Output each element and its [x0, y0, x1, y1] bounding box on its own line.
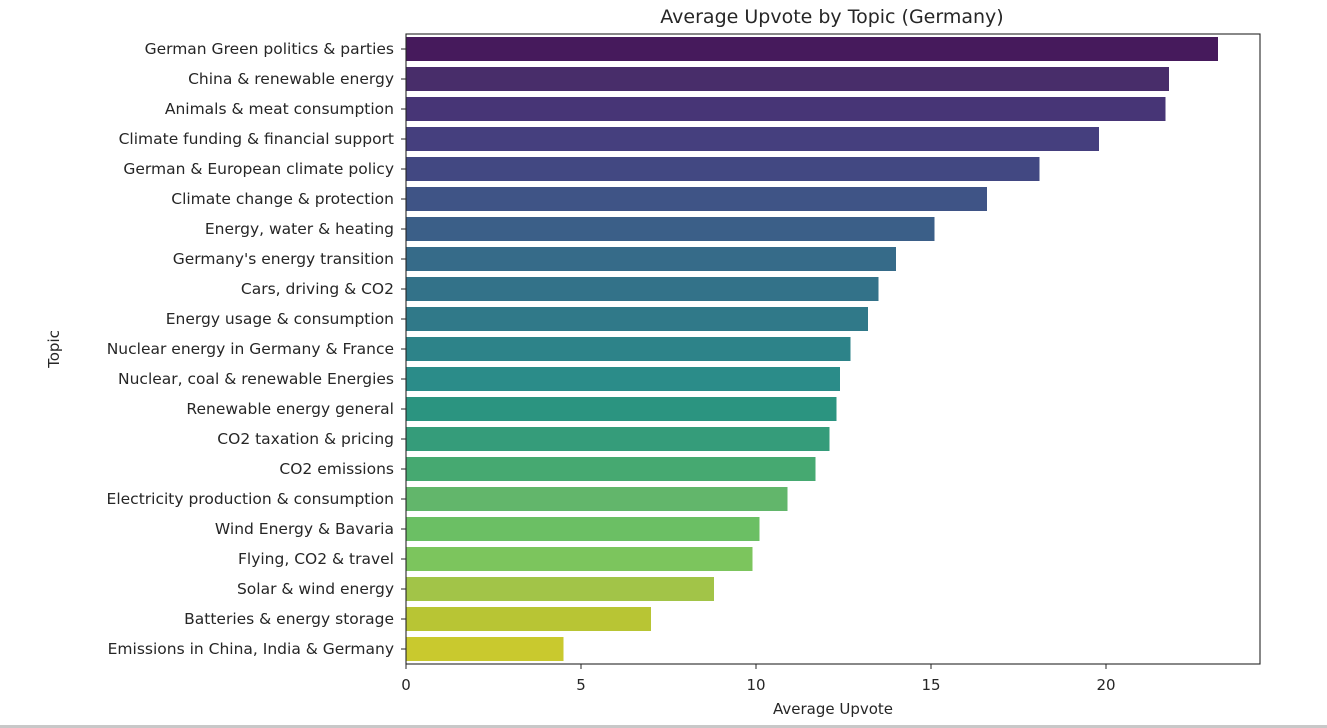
y-axis-label: Topic [45, 330, 63, 369]
bar [406, 607, 651, 631]
x-tick-label: 5 [576, 676, 586, 694]
y-tick-label: Nuclear, coal & renewable Energies [118, 370, 394, 388]
y-tick-label: Renewable energy general [186, 400, 394, 418]
bar [406, 67, 1169, 91]
bar [406, 427, 830, 451]
y-tick-label: Wind Energy & Bavaria [215, 520, 394, 538]
plot-frame [405, 33, 1261, 665]
bar [406, 217, 935, 241]
bar [406, 157, 1040, 181]
x-axis-label: Average Upvote [773, 700, 893, 718]
y-tick-label: Energy usage & consumption [166, 310, 394, 328]
y-tick-labels: German Green politics & parties China & r… [107, 40, 406, 658]
y-tick-label: Nuclear energy in Germany & France [107, 340, 394, 358]
x-ticks: 0 5 10 15 20 [401, 664, 1116, 694]
x-tick-label: 20 [1096, 676, 1115, 694]
bar [406, 277, 879, 301]
y-tick-label: China & renewable energy [188, 70, 394, 88]
chart-title: Average Upvote by Topic (Germany) [660, 6, 1003, 28]
bar [406, 337, 851, 361]
y-tick-label: Batteries & energy storage [184, 610, 394, 628]
y-tick-label: Climate funding & financial support [119, 130, 394, 148]
y-tick-label: Animals & meat consumption [165, 100, 394, 118]
y-tick-label: CO2 taxation & pricing [217, 430, 394, 448]
x-tick-label: 0 [401, 676, 411, 694]
y-tick-label: German & European climate policy [123, 160, 394, 178]
x-tick-label: 15 [921, 676, 940, 694]
bar [406, 37, 1218, 61]
bar [406, 127, 1099, 151]
y-tick-label: Emissions in China, India & Germany [108, 640, 394, 658]
y-tick-label: Flying, CO2 & travel [238, 550, 394, 568]
bars-group [406, 37, 1218, 661]
bar [406, 397, 837, 421]
x-tick-label: 10 [746, 676, 765, 694]
bar [406, 457, 816, 481]
y-tick-label: Electricity production & consumption [107, 490, 394, 508]
bar [406, 517, 760, 541]
bar [406, 637, 564, 661]
y-tick-label: Climate change & protection [171, 190, 394, 208]
y-tick-label: Solar & wind energy [237, 580, 394, 598]
bar [406, 577, 714, 601]
bar [406, 307, 868, 331]
window-bottom-border [0, 725, 1327, 728]
bar [406, 187, 987, 211]
bar [406, 367, 840, 391]
y-tick-label: Cars, driving & CO2 [241, 280, 394, 298]
bar [406, 547, 753, 571]
y-tick-label: German Green politics & parties [145, 40, 394, 58]
bar [406, 97, 1166, 121]
y-tick-label: Germany's energy transition [173, 250, 394, 268]
y-tick-label: Energy, water & heating [205, 220, 394, 238]
y-tick-label: CO2 emissions [279, 460, 394, 478]
bar [406, 247, 896, 271]
bar [406, 487, 788, 511]
